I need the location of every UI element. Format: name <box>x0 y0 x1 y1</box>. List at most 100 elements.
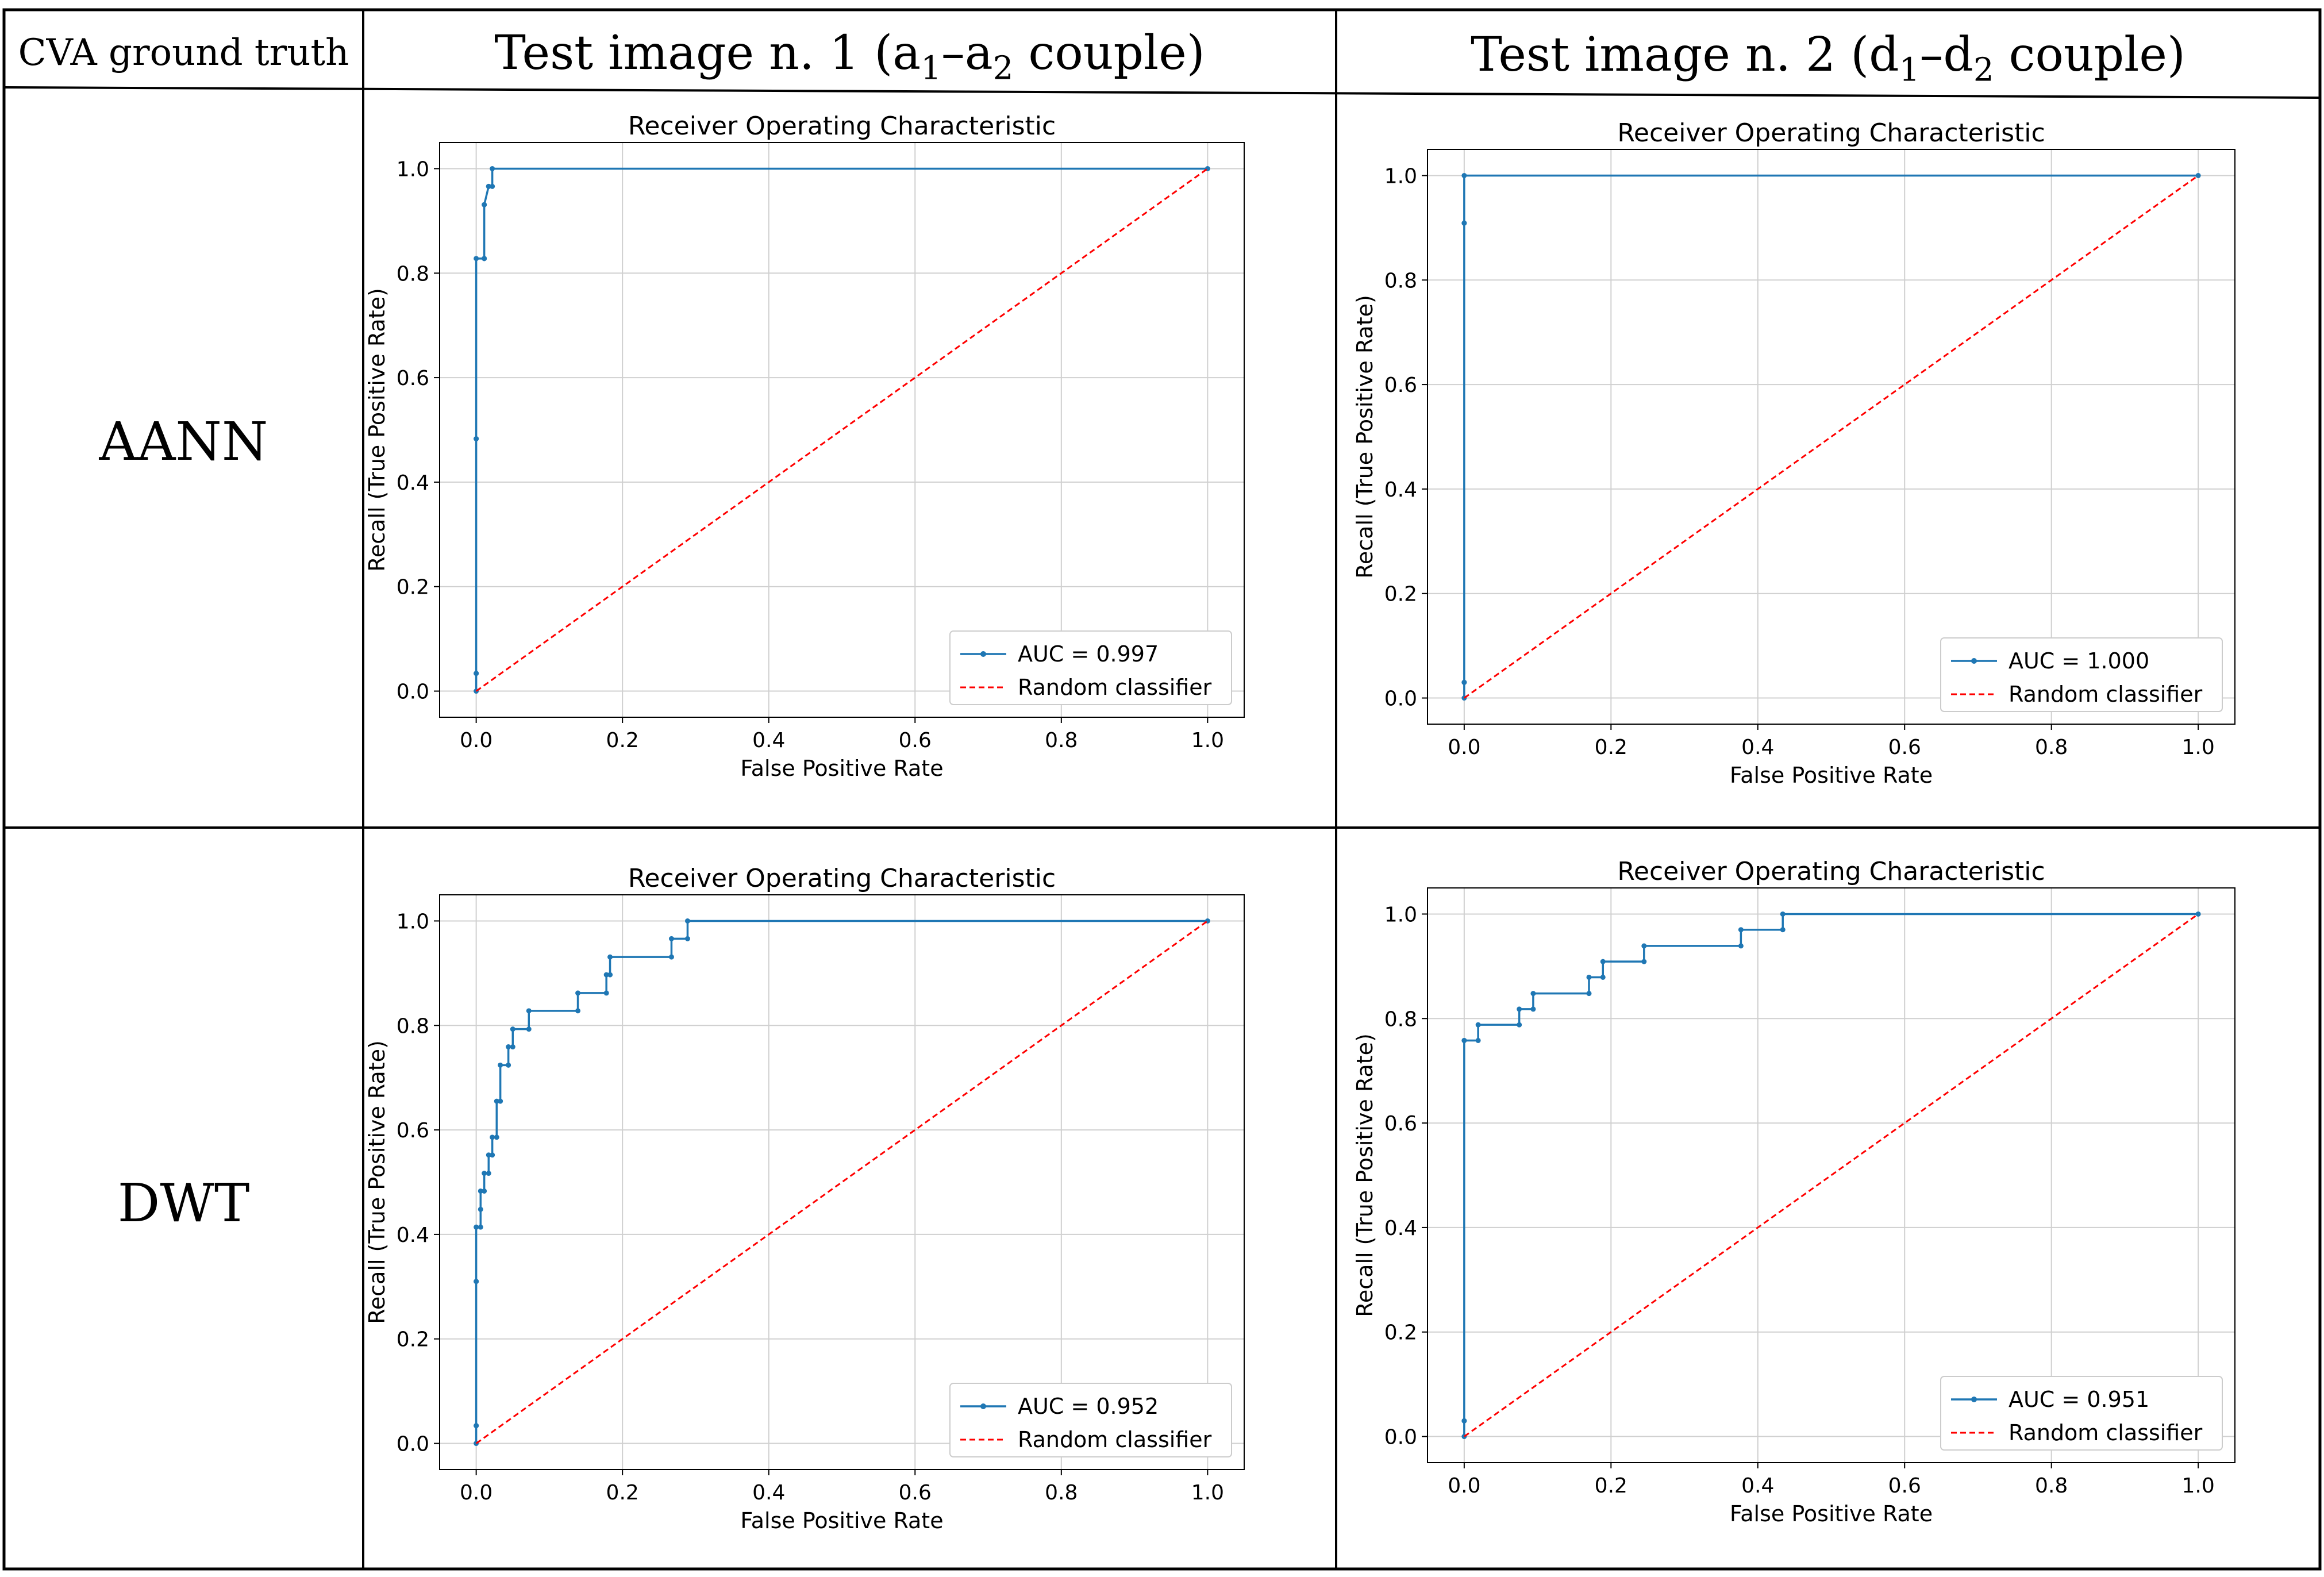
y-tick-label: 0.2 <box>1384 1321 1417 1345</box>
roc-curve-point <box>482 202 487 207</box>
row-label-aann: AANN <box>99 411 268 472</box>
roc-curve-point <box>575 1008 581 1014</box>
roc-curve-point <box>1600 974 1606 980</box>
legend-label: AUC = 0.952 <box>1018 1394 1159 1419</box>
roc-curve-point <box>1586 974 1592 980</box>
y-tick-label: 0.6 <box>1384 374 1417 397</box>
y-axis-label: Recall (True Positive Rate) <box>364 1040 390 1324</box>
x-tick-label: 0.0 <box>1448 1474 1480 1498</box>
x-tick-label: 1.0 <box>2182 1474 2215 1498</box>
roc-curve-point <box>482 1171 487 1176</box>
roc-chart-aann-image-1: Receiver Operating Characteristic 0.0 0.2 0… <box>364 111 1245 781</box>
roc-curve-point <box>482 1188 487 1194</box>
legend-label: AUC = 1.000 <box>2009 648 2149 674</box>
x-tick-label: 0.8 <box>1045 729 1078 752</box>
roc-curve-point <box>1461 1037 1467 1043</box>
roc-curve-point <box>1517 1022 1522 1028</box>
roc-curve-point <box>1475 1037 1481 1043</box>
x-tick-label: 0.4 <box>752 729 785 752</box>
roc-curve-point <box>474 1423 479 1429</box>
roc-curve-point <box>668 936 674 941</box>
legend-box <box>1940 637 2223 712</box>
plot-frame <box>1427 149 2235 725</box>
x-tick-label: 0.6 <box>899 1481 932 1505</box>
roc-curve-point <box>490 1134 495 1140</box>
corner-header: CVA ground truth <box>18 32 349 74</box>
y-tick-label: 0.8 <box>397 262 429 286</box>
roc-curve-point <box>607 954 613 960</box>
legend-box <box>1940 1376 2223 1451</box>
y-tick-label: 0.0 <box>397 680 429 704</box>
x-tick-label: 0.2 <box>606 1481 639 1505</box>
legend-label: AUC = 0.997 <box>1018 641 1159 667</box>
chart-title: Receiver Operating Characteristic <box>628 111 1056 141</box>
x-tick-label: 0.6 <box>899 729 932 752</box>
y-tick-label: 0.6 <box>397 367 429 390</box>
row-label-dwt: DWT <box>117 1172 250 1234</box>
roc-curve-point <box>1530 991 1536 997</box>
col1-header-text: Test image n. 1 (a <box>494 26 921 80</box>
roc-curve-point <box>668 954 674 960</box>
legend-label: Random classifier <box>2009 1420 2203 1445</box>
col2-header-mid: –d <box>1919 28 1973 82</box>
x-axis-label: False Positive Rate <box>740 1508 943 1533</box>
col2-header-tail: couple) <box>1994 28 2186 82</box>
roc-curve-point <box>506 1044 511 1050</box>
roc-curve-point <box>490 183 495 189</box>
x-axis-label: False Positive Rate <box>1730 763 1933 788</box>
x-tick-label: 0.2 <box>606 729 639 752</box>
x-tick-label: 0.4 <box>1741 736 1774 759</box>
legend-swatch-marker <box>980 651 986 657</box>
roc-curve-point <box>1461 679 1467 685</box>
x-tick-label: 0.6 <box>1888 1474 1921 1498</box>
plot-frame <box>1427 887 2235 1463</box>
roc-curve-point <box>494 1134 499 1140</box>
x-tick-label: 0.4 <box>1741 1474 1774 1498</box>
roc-curve-point <box>1530 1006 1536 1012</box>
col2-subscript-b: 2 <box>1973 51 1994 89</box>
roc-curve-point <box>506 1062 511 1068</box>
x-tick-label: 1.0 <box>2182 736 2215 759</box>
roc-curve-point <box>498 1098 503 1104</box>
roc-curve-point <box>1780 927 1786 933</box>
roc-curve-point <box>478 1206 483 1212</box>
y-tick-label: 1.0 <box>397 157 429 181</box>
roc-curve-point <box>1517 1006 1522 1012</box>
roc-curve-point <box>474 256 479 261</box>
x-tick-label: 0.8 <box>2035 736 2068 759</box>
y-axis-label: Recall (True Positive Rate) <box>1352 295 1378 579</box>
table-header-divider <box>3 86 2321 99</box>
y-tick-label: 1.0 <box>397 910 429 933</box>
roc-curve-point <box>486 1171 491 1176</box>
roc-curve-point <box>607 972 613 978</box>
roc-curve-point <box>603 990 609 996</box>
roc-curve-point <box>486 1152 491 1158</box>
x-tick-label: 0.0 <box>460 729 492 752</box>
y-axis-label: Recall (True Positive Rate) <box>1352 1033 1378 1317</box>
x-tick-label: 1.0 <box>1191 729 1224 752</box>
roc-curve-point <box>1461 1418 1467 1424</box>
roc-curve-line <box>1463 913 2199 1437</box>
x-tick-label: 1.0 <box>1191 1481 1224 1505</box>
column-header-test-image-1: Test image n. 1 (a1–a2 couple) <box>363 26 1336 87</box>
roc-curve-point <box>1586 991 1592 997</box>
x-axis-label: False Positive Rate <box>740 756 943 781</box>
x-tick-label: 0.2 <box>1595 736 1627 759</box>
y-tick-label: 0.6 <box>397 1119 429 1143</box>
plot-frame <box>439 142 1245 718</box>
legend-swatch-marker <box>980 1403 986 1409</box>
roc-curve-point <box>526 1026 532 1032</box>
roc-curve-point <box>478 1188 483 1194</box>
y-tick-label: 0.2 <box>397 576 429 599</box>
roc-curve-point <box>498 1062 503 1068</box>
legend-label: Random classifier <box>1018 1427 1212 1452</box>
roc-curve-point <box>1641 943 1647 949</box>
legend-label: Random classifier <box>2009 682 2203 707</box>
roc-curve-point <box>1738 943 1744 949</box>
roc-curve-line <box>475 167 1208 691</box>
col2-subscript-a: 1 <box>1899 51 1920 89</box>
x-tick-label: 0.0 <box>1448 736 1480 759</box>
roc-curve-line <box>475 920 1208 1444</box>
y-tick-label: 1.0 <box>1384 164 1417 188</box>
